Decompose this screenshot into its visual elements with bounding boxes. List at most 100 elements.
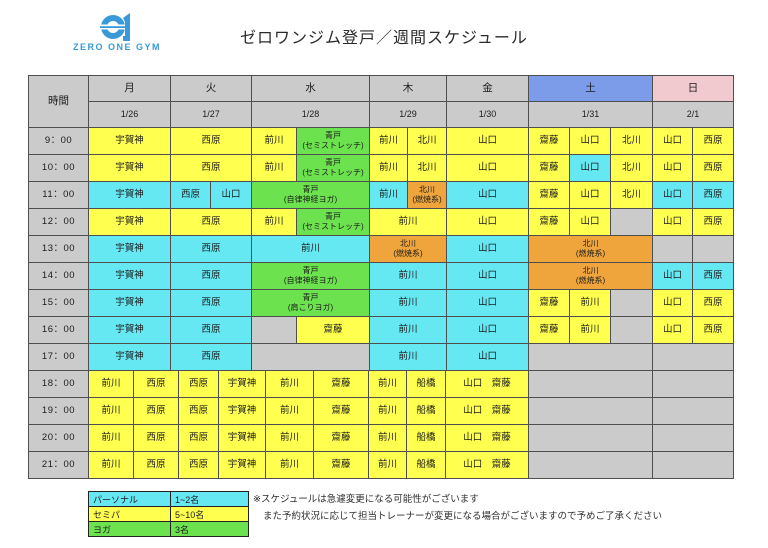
schedule-cell: 宇賀神 — [219, 425, 266, 452]
schedule-cell: 山口 — [447, 155, 529, 182]
schedule-cell: 山口 — [447, 182, 529, 209]
schedule-cell — [611, 209, 653, 236]
schedule-cell: 山口 — [653, 155, 693, 182]
schedule-cell: 西原 — [171, 263, 252, 290]
schedule-cell: 北川 (燃焼系) — [529, 236, 653, 263]
day-header-cell: 月 — [89, 76, 171, 102]
schedule-cell: 前川 — [370, 182, 408, 209]
schedule-cell: 山口 — [570, 182, 611, 209]
schedule-cell: 宇賀神 — [219, 452, 266, 479]
schedule-cell: 山口 齋藤 — [446, 452, 529, 479]
schedule-cell: 山口 — [570, 128, 611, 155]
schedule-cell: 前川 — [570, 317, 611, 344]
time-cell: 9：00 — [29, 128, 89, 155]
schedule-cell: 西原 — [171, 290, 252, 317]
time-cell: 19：00 — [29, 398, 89, 425]
schedule-cell: 宇賀神 — [89, 182, 171, 209]
schedule-cell: 北川 (燃焼系) — [408, 182, 447, 209]
schedule-cell — [653, 371, 734, 398]
schedule-cell — [529, 371, 653, 398]
schedule-cell: 山口 — [447, 128, 529, 155]
schedule-cell: 宇賀神 — [89, 344, 171, 371]
legend-label: ヨガ — [89, 522, 171, 537]
day-name-row: 月火水木金土日 — [89, 76, 734, 102]
schedule-cell: 齋藤 — [529, 182, 570, 209]
time-cell: 12：00 — [29, 209, 89, 236]
schedule-cell: 山口 — [447, 317, 529, 344]
schedule-cell — [653, 236, 693, 263]
schedule-cell: 前川 — [570, 290, 611, 317]
schedule-cell: 青戸 (自律神経ヨガ) — [252, 182, 370, 209]
time-cell: 21：00 — [29, 452, 89, 479]
date-cell: 1/28 — [252, 102, 370, 128]
schedule-cell: 前川 — [89, 425, 134, 452]
schedule-cell: 前川 — [252, 209, 297, 236]
schedule-cell: 齋藤 — [529, 290, 570, 317]
schedule-row: 13：00 宇賀神 西原 前川 北川 (燃焼系) 山口 北川 (燃焼系) — [29, 236, 734, 263]
schedule-cell: 西原 — [171, 182, 211, 209]
schedule-cell: 山口 — [653, 263, 693, 290]
logo-text: ZERO ONE GYM — [72, 42, 161, 52]
schedule-cell: 北川 — [408, 155, 447, 182]
schedule-cell: 齋藤 — [529, 317, 570, 344]
time-cell: 11：00 — [29, 182, 89, 209]
schedule-cell: 山口 — [447, 290, 529, 317]
day-header-cell: 日 — [653, 76, 734, 102]
schedule-cell: 齋藤 — [314, 371, 369, 398]
schedule-cell: 船橋 — [407, 371, 446, 398]
schedule-row: 17：00 宇賀神 西原 前川 山口 — [29, 344, 734, 371]
table-body: 9：00 宇賀神 西原 前川 青戸 (セミストレッチ) 前川 北川 山口 齋藤 山口 北川 山口 西原 1… — [29, 128, 734, 479]
note-line-2: また予約状況に応じて担当トレーナーが変更になる場合がございますので予めご了承くだ… — [263, 511, 663, 522]
schedule-cell: 西原 — [171, 209, 252, 236]
schedule-cell: 山口 — [653, 128, 693, 155]
schedule-row: 20：00 前川 西原 西原 宇賀神 前川 齋藤 前川 船橋 山口 齋藤 — [29, 425, 734, 452]
schedule-cell: 前川 — [252, 155, 297, 182]
legend-row: ヨガ 3名 — [89, 522, 249, 537]
zero-one-gym-logo-icon — [62, 10, 172, 44]
schedule-cell: 前川 — [252, 128, 297, 155]
schedule-cell: 西原 — [171, 344, 252, 371]
time-cell: 16：00 — [29, 317, 89, 344]
schedule-cell: 前川 — [370, 263, 447, 290]
schedule-cell — [529, 398, 653, 425]
schedule-cell: 山口 齋藤 — [446, 425, 529, 452]
schedule-cell: 山口 — [653, 317, 693, 344]
schedule-cell: 前川 — [370, 128, 408, 155]
schedule-cell: 青戸 (セミストレッチ) — [297, 128, 370, 155]
page-title: ゼロワンジム登戸／週間スケジュール — [240, 30, 528, 47]
schedule-cell: 西原 — [171, 128, 252, 155]
schedule-cell — [611, 290, 653, 317]
schedule-cell: 西原 — [693, 182, 734, 209]
schedule-cell: 西原 — [134, 371, 179, 398]
schedule-cell: 北川 — [611, 182, 653, 209]
schedule-cell — [252, 344, 370, 371]
schedule-cell: 北川 (燃焼系) — [370, 236, 447, 263]
note-line-1: ※スケジュールは急遽変更になる可能性がございます — [253, 494, 479, 505]
time-header-cell: 時間 — [29, 76, 89, 128]
schedule-cell: 前川 — [266, 425, 314, 452]
schedule-cell: 北川 — [611, 155, 653, 182]
schedule-cell: 山口 — [653, 182, 693, 209]
schedule-cell — [653, 344, 734, 371]
schedule-row: 9：00 宇賀神 西原 前川 青戸 (セミストレッチ) 前川 北川 山口 齋藤 山口 北川 山口 西原 — [29, 128, 734, 155]
legend-value: 3名 — [171, 522, 249, 537]
schedule-cell: 西原 — [179, 425, 219, 452]
schedule-cell: 西原 — [134, 425, 179, 452]
schedule-cell: 山口 齋藤 — [446, 371, 529, 398]
schedule-row: 15：00 宇賀神 西原 青戸 (肩こりヨガ) 前川 山口 齋藤 前川 山口 西原 — [29, 290, 734, 317]
schedule-row: 16：00 宇賀神 西原 齋藤 前川 山口 齋藤 前川 山口 西原 — [29, 317, 734, 344]
schedule-cell: 前川 — [369, 371, 407, 398]
legend-table: パーソナル 1~2名 セミパ 5~10名 ヨガ 3名 — [88, 491, 249, 537]
schedule-cell: 山口 — [447, 209, 529, 236]
schedule-cell: 北川 (燃焼系) — [529, 263, 653, 290]
schedule-cell: 北川 — [408, 128, 447, 155]
schedule-cell: 前川 — [266, 371, 314, 398]
schedule-cell: 前川 — [89, 452, 134, 479]
day-header-cell: 木 — [370, 76, 447, 102]
schedule-cell: 西原 — [693, 290, 734, 317]
schedule-row: 10：00 宇賀神 西原 前川 青戸 (セミストレッチ) 前川 北川 山口 齋藤 山口 北川 山口 西原 — [29, 155, 734, 182]
schedule-cell: 宇賀神 — [89, 317, 171, 344]
date-cell: 1/26 — [89, 102, 171, 128]
logo: ZERO ONE GYM — [62, 10, 172, 62]
